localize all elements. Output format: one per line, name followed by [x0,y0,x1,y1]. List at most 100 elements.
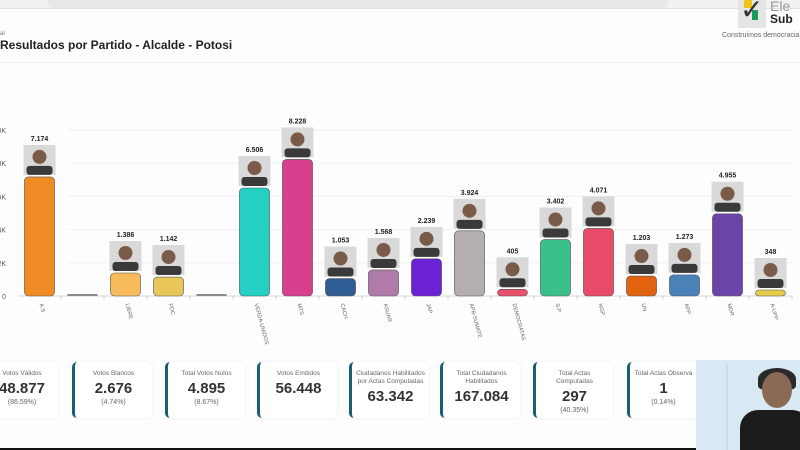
candidate-shoulders-icon [327,267,354,277]
candidate-face-icon [591,201,606,216]
bar [712,213,743,297]
value-label: 1.203 [633,235,651,242]
candidate-shoulders-icon [456,219,483,229]
x-tick-label: UN [640,303,648,312]
candidate-shoulders-icon [499,278,526,288]
stat-label: Total Votos Nulos [181,370,232,377]
stat-card: Total Actas Computadas 297 (40.35%) [533,362,613,418]
value-label: 1.273 [676,234,694,241]
logo-green-block [752,10,758,20]
value-label: 1.386 [117,232,135,239]
candidate-face-icon [32,149,47,164]
value-label: 1.053 [332,238,350,245]
bar [454,230,485,297]
interpreter-face [762,372,792,408]
candidate-shoulders-icon [714,202,741,212]
stat-value: 48.877 [0,380,45,397]
stat-percent: (0.14%) [651,399,676,406]
value-label: 4.071 [590,187,608,194]
stat-card: Votos Válidos 48.877 (86.59%) [0,362,58,418]
x-tick-label: CACH [339,303,349,320]
bar [368,269,399,297]
stat-label: Ciudadanos Habilitados por Actas Computa… [356,370,425,385]
candidate-shoulders-icon [284,148,311,158]
candidate-face-icon [161,250,176,265]
x-tick-label: APP [683,303,692,316]
video-bottom-band [0,448,700,450]
bar [153,276,184,297]
stat-label: Votos Emitidos [277,370,320,377]
bar [583,228,614,297]
window-frame [726,364,728,450]
x-tick-label: JAP [425,303,433,315]
candidate-face-icon [677,247,692,262]
candidate-face-icon [419,231,434,246]
y-tick-label: 10K [0,128,6,135]
candidate-face-icon [118,245,133,260]
y-tick-label: 8K [0,161,6,168]
stat-value: 297 [561,388,588,405]
candidate-shoulders-icon [155,266,182,276]
value-label: 2.239 [418,218,436,225]
stat-percent: (86.59%) [7,399,37,406]
browser-toolbar [0,0,800,9]
candidate-shoulders-icon [241,177,268,187]
stat-card: Ciudadanos Habilitados por Actas Computa… [349,362,429,418]
y-tick-label: 6K [0,194,6,201]
value-label: 1.568 [375,229,393,236]
stat-percent: (40.35%) [560,407,589,414]
candidate-face-icon [548,212,563,227]
candidate-face-icon [247,161,262,176]
x-tick-label: ASUAR [382,303,393,323]
candidate-face-icon [720,186,735,201]
candidate-shoulders-icon [26,165,53,175]
stat-label: Votos Blancos [92,370,135,377]
bar [110,272,141,297]
logo-text-1: Ele [770,0,791,14]
stat-label: Votos Válidos [2,370,42,377]
address-bar[interactable] [48,0,668,8]
value-label: 348 [765,249,777,256]
y-tick-label: 2K [0,261,6,268]
x-tick-label: A-UPP [769,303,779,321]
interpreter-body [740,410,800,450]
candidate-shoulders-icon [628,265,655,275]
stat-value: 56.448 [275,380,322,397]
candidate-shoulders-icon [757,279,784,288]
stats-row: Votos Válidos 48.877 (86.59%) Votos Blancos… [0,362,700,422]
stat-card: Total Votos Nulos 4.895 (8.67%) [165,362,245,418]
candidate-face-icon [376,242,391,257]
candidate-face-icon [333,251,348,266]
bar [755,289,786,297]
breadcrumb[interactable]: al [0,31,5,37]
x-tick-label: VERDA-UNIDOS [253,303,270,346]
divider [0,62,800,63]
stat-value: 4.895 [187,380,226,397]
logo-tagline: Construimos democracia [722,32,800,39]
x-tick-label: PDC [167,303,176,316]
page-title: Resultados por Partido - Alcalde - Potos… [0,38,233,52]
candidate-shoulders-icon [671,263,698,273]
bar [239,187,270,297]
bar [24,176,55,297]
bar [626,275,657,297]
candidate-face-icon [290,132,305,147]
candidate-face-icon [763,263,778,277]
value-label: 1.142 [160,236,178,243]
value-label: 8.228 [289,118,307,125]
stat-label: Total Actas Computadas [556,370,593,385]
x-tick-label: DEMOCRATAS [511,303,527,342]
candidate-face-icon [505,262,520,277]
stat-value: 2.676 [94,380,133,397]
candidate-shoulders-icon [585,217,612,227]
value-label: 3.924 [461,190,479,197]
x-tick-label: S.P [554,303,562,313]
stat-label: Total Ciudadanos Habilitados [456,370,507,385]
value-label: 7.174 [31,136,49,143]
value-label: 3.402 [547,199,565,206]
stat-percent: (8.67%) [194,399,219,406]
stat-value: 63.342 [367,388,414,405]
sign-language-interpreter [696,360,800,450]
candidate-shoulders-icon [413,247,440,257]
